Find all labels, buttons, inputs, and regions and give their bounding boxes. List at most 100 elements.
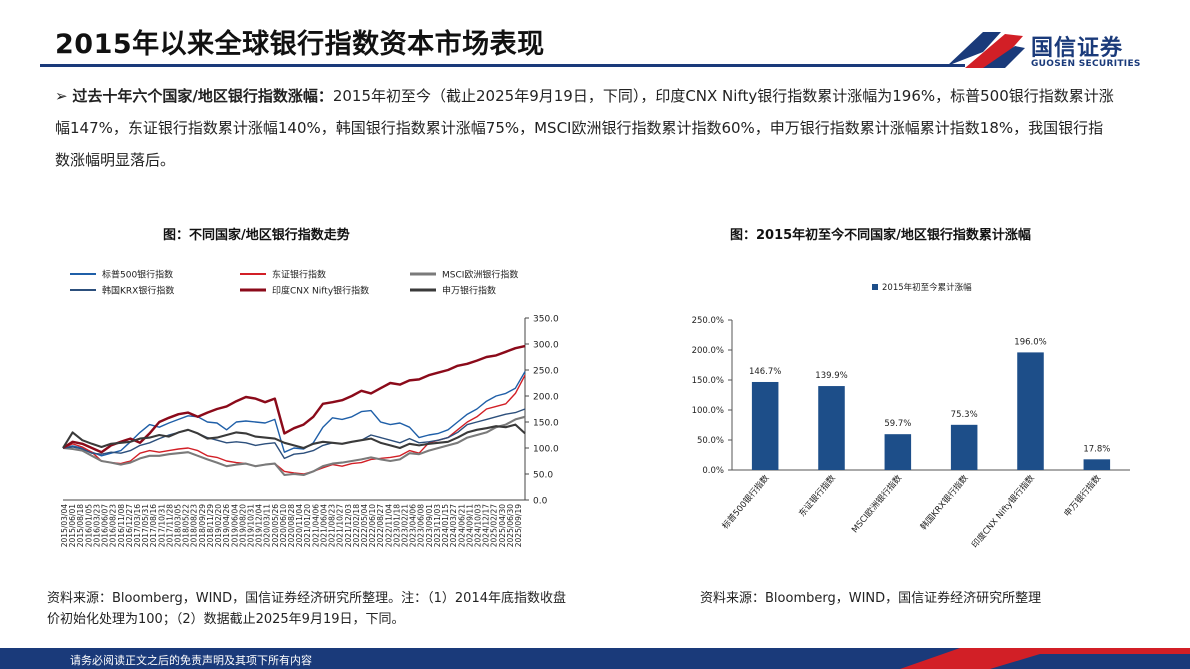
series-line [62, 344, 526, 454]
x-tick-label: 2019/08/20 [238, 504, 247, 547]
x-tick-label: 2015/03/04 [60, 504, 69, 547]
x-tick-label: 2022/06/10 [368, 504, 377, 547]
x-tick-label: 2017/10/31 [157, 504, 166, 547]
y-tick-label: 100.0 [533, 445, 559, 455]
x-tick-label: 2024/10/03 [473, 504, 482, 547]
x-tick-label: 2016/12/27 [125, 504, 134, 547]
y-tick-label: 300.0 [533, 341, 559, 351]
right-chart-source: 资料来源：Bloomberg，WIND，国信证券经济研究所整理 [700, 591, 1042, 606]
x-tick-label: 2017/08/16 [149, 504, 158, 547]
series-line [62, 371, 526, 457]
y-tick-label: 0.0 [533, 497, 548, 507]
bar-data-label: 17.8% [1083, 444, 1110, 454]
bar [884, 434, 912, 470]
x-tick-label: 2024/01/15 [441, 504, 450, 547]
x-tick-label: 2021/01/20 [303, 504, 312, 547]
x-category-label: MSCI欧洲银行指数 [849, 472, 904, 535]
x-category-label: 申万银行指数 [1062, 472, 1104, 519]
left-chart-source: 资料来源：Bloomberg，WIND，国信证券经济研究所整理。注：（1）201… [47, 591, 566, 627]
intro-paragraph: ➢ 过去十年六个国家/地区银行指数涨幅：2015年初至今（截止2025年9月19… [55, 80, 1115, 176]
legend-label: 申万银行指数 [442, 285, 496, 297]
x-tick-label: 2017/03/16 [133, 504, 142, 547]
x-tick-label: 2024/03/27 [449, 504, 458, 547]
x-tick-label: 2020/11/04 [295, 504, 304, 547]
x-tick-label: 2020/08/28 [287, 504, 296, 547]
legend-label: 韩国KRX银行指数 [102, 285, 174, 297]
y-tick-label: 50.0 [533, 471, 553, 481]
legend-label: 标普500银行指数 [102, 269, 173, 281]
logo-text-cn: 国信证券 [1031, 36, 1124, 61]
x-tick-label: 2022/02/18 [352, 504, 361, 547]
x-tick-label: 2023/02/21 [401, 504, 410, 547]
y-tick-label: 250.0% [692, 316, 724, 326]
bar [818, 386, 845, 470]
x-tick-label: 2025/09/19 [514, 504, 523, 547]
bar-chart: 2015年初至今累计涨幅 0.0% 50.0% 100.0% 150.0% 200.0% 2… [692, 282, 1130, 550]
page-title: 2015年以来全球银行指数资本市场表现 [55, 29, 545, 60]
x-tick-label: 2016/06/07 [101, 504, 110, 547]
legend-label: 印度CNX Nifty银行指数 [272, 285, 369, 297]
x-tick-label: 2018/05/22 [182, 504, 191, 547]
bar [1083, 459, 1111, 470]
bar-data-label: 59.7% [884, 419, 911, 429]
x-tick-label: 2025/02/27 [490, 504, 499, 547]
bar [950, 424, 978, 470]
x-tick-label: 2018/08/23 [190, 504, 199, 547]
bullet-arrow-icon: ➢ [55, 87, 68, 105]
footer-decoration-icon [900, 648, 1190, 669]
y-tick-label: 50.0% [697, 436, 724, 446]
x-tick-label: 2022/11/04 [384, 504, 393, 547]
series-line [62, 408, 526, 460]
x-tick-label: 2018/09/29 [198, 504, 207, 547]
legend-label: 2015年初至今累计涨幅 [882, 282, 972, 293]
x-tick-label: 2022/08/27 [376, 504, 385, 547]
x-tick-label: 2017/05/31 [141, 504, 150, 547]
x-tick-label: 2018/03/05 [174, 504, 183, 547]
footer-bar [0, 648, 1190, 669]
left-chart-title: 图：不同国家/地区银行指数走势 [163, 228, 350, 243]
x-category-label: 东证银行指数 [797, 472, 839, 519]
x-tick-label: 2024/12/17 [482, 504, 491, 547]
legend-swatch [872, 284, 878, 290]
x-tick-label: 2021/06/04 [319, 504, 328, 547]
x-tick-label: 2025/06/30 [506, 504, 515, 547]
x-tick-label: 2021/10/27 [336, 504, 345, 547]
intro-body: 2015年初至今（截止2025年9月19日，下同），印度CNX Nifty银行指… [55, 87, 1114, 169]
title-underline [40, 64, 965, 67]
y-tick-label: 0.0% [702, 466, 724, 476]
x-tick-label: 2023/09/01 [425, 504, 434, 547]
y-tick-label: 200.0% [692, 346, 724, 356]
x-category-label: 印度CNX Nifty银行指数 [969, 472, 1037, 550]
y-tick-label: 200.0 [533, 393, 559, 403]
x-tick-label: 2020/03/11 [263, 504, 272, 547]
x-tick-label: 2021/12/03 [344, 504, 353, 547]
x-tick-label: 2015/06/01 [68, 504, 77, 547]
x-tick-label: 2021/04/06 [311, 504, 320, 547]
bar-data-label: 196.0% [1014, 337, 1046, 347]
bar-data-label: 139.9% [815, 371, 847, 381]
x-tick-label: 2019/06/04 [230, 504, 239, 547]
x-tick-label: 2023/04/06 [409, 504, 418, 547]
legend-label: MSCI欧洲银行指数 [442, 269, 518, 281]
right-chart-title: 图：2015年初至今不同国家/地区银行指数累计涨幅 [730, 228, 1031, 243]
x-tick-label: 2016/08/23 [109, 504, 118, 547]
x-tick-label: 2018/11/29 [206, 504, 215, 547]
x-tick-label: 2022/05/04 [360, 504, 369, 547]
x-tick-label: 2023/11/03 [433, 504, 442, 547]
x-tick-label: 2025/04/30 [498, 504, 507, 547]
x-tick-label: 2024/06/21 [457, 504, 466, 547]
x-tick-label: 2019/04/26 [222, 504, 231, 547]
bar [1017, 352, 1044, 470]
x-tick-label: 2017/11/28 [165, 504, 174, 547]
footer-disclaimer: 请务必阅读正文之后的免责声明及其项下所有内容 [70, 654, 312, 667]
x-tick-label: 2023/06/08 [417, 504, 426, 547]
x-category-label: 标普500银行指数 [720, 472, 772, 531]
x-tick-label: 2024/09/11 [465, 504, 474, 547]
x-tick-label: 2016/11/08 [117, 504, 126, 547]
bar-data-label: 146.7% [749, 367, 781, 377]
y-tick-label: 150.0% [692, 376, 724, 386]
x-tick-label: 2015/08/18 [76, 504, 85, 547]
logo-text-en: GUOSEN SECURITIES [1031, 59, 1141, 69]
x-tick-label: 2023/01/18 [392, 504, 401, 547]
